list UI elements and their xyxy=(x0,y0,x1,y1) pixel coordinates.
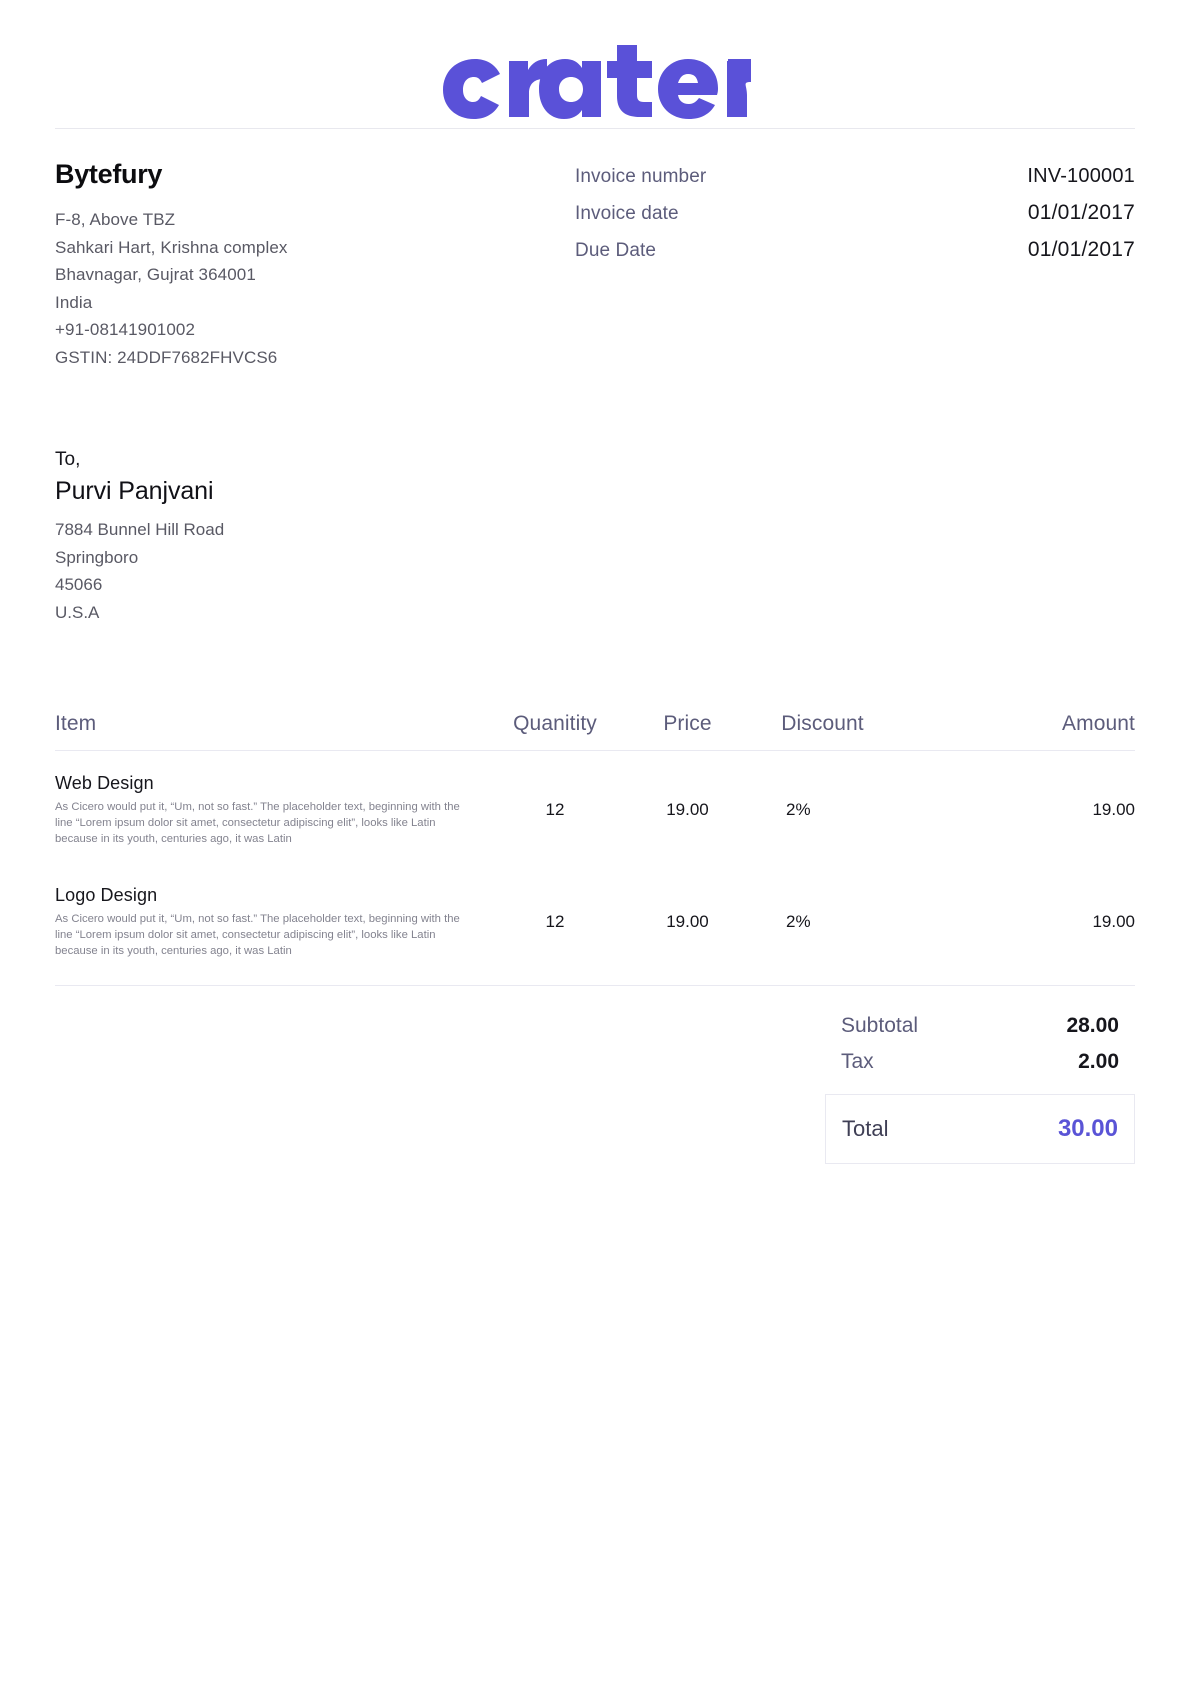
company-address-line: F-8, Above TBZ xyxy=(55,210,176,229)
grand-total-value: 30.00 xyxy=(1057,1115,1118,1142)
bill-to-name: Purvi Panjvani xyxy=(55,477,214,505)
item-discount-value: 2% xyxy=(786,912,811,931)
grand-total-row: Total 30.00 xyxy=(825,1094,1135,1164)
company-block: Bytefury F-8, Above TBZ Sahkari Hart, Kr… xyxy=(55,159,575,371)
header-divider xyxy=(55,128,1135,129)
bill-to-block: To, Purvi Panjvani 7884 Bunnel Hill Road… xyxy=(55,449,1135,626)
brand-logo xyxy=(0,0,1190,120)
subtotal-value: 28.00 xyxy=(1066,1014,1119,1037)
invoice-date-label: Invoice date xyxy=(575,203,679,224)
company-address-line: Bhavnagar, Gujrat 364001 xyxy=(55,265,256,284)
totals-block: Subtotal 28.00 Tax 2.00 Total 30.00 xyxy=(55,1008,1135,1164)
item-discount: 2% xyxy=(750,800,895,820)
tax-label: Tax xyxy=(841,1050,874,1073)
bill-to-address-line: U.S.A xyxy=(55,602,100,622)
column-header-quantity: Quanitity xyxy=(513,712,597,735)
table-row: Web Design As Cicero would put it, “Um, … xyxy=(55,751,1135,867)
due-date-label: Due Date xyxy=(575,240,657,261)
bill-to-label: To, xyxy=(55,449,81,470)
crater-wordmark-icon xyxy=(443,45,751,119)
item-title: Logo Design xyxy=(55,885,158,905)
item-amount: 19.00 xyxy=(1092,912,1135,931)
table-bottom-divider xyxy=(55,985,1135,986)
item-quantity: 12 xyxy=(545,800,565,819)
grand-total-label: Total xyxy=(842,1116,889,1141)
invoice-date-value: 01/01/2017 xyxy=(1027,201,1135,224)
subtotal-label: Subtotal xyxy=(841,1014,919,1037)
company-address-line: India xyxy=(55,292,93,312)
bill-to-address-line: 45066 xyxy=(55,575,103,594)
item-title: Web Design xyxy=(55,773,154,793)
invoice-number-value: INV-100001 xyxy=(1027,165,1135,187)
tax-row: Tax 2.00 xyxy=(825,1044,1135,1080)
column-header-discount: Discount xyxy=(781,712,864,735)
item-discount-value: 2% xyxy=(786,800,811,819)
totals-box: Subtotal 28.00 Tax 2.00 Total 30.00 xyxy=(825,1008,1135,1164)
item-discount: 2% xyxy=(750,912,895,932)
due-date-value: 01/01/2017 xyxy=(1027,238,1135,261)
company-name: Bytefury xyxy=(55,159,163,189)
item-amount: 19.00 xyxy=(1092,800,1135,819)
table-header-row: Item Quanitity Price Discount Amount xyxy=(55,712,1135,751)
item-price: 19.00 xyxy=(666,800,709,819)
bill-to-address-line: Springboro xyxy=(55,547,139,567)
company-phone: +91-08141901002 xyxy=(55,320,195,339)
invoice-number-row: Invoice number INV-100001 xyxy=(575,165,1135,188)
invoice-meta-block: Invoice number INV-100001 Invoice date 0… xyxy=(575,159,1135,275)
invoice-number-label: Invoice number xyxy=(575,166,707,187)
tax-value: 2.00 xyxy=(1078,1050,1119,1073)
item-quantity: 12 xyxy=(545,912,565,931)
column-header-amount: Amount xyxy=(1062,712,1135,735)
item-price: 19.00 xyxy=(666,912,709,931)
column-header-item: Item xyxy=(55,712,97,735)
company-gstin: GSTIN: 24DDF7682FHVCS6 xyxy=(55,347,278,367)
item-cell: Web Design As Cicero would put it, “Um, … xyxy=(55,773,485,847)
subtotal-row: Subtotal 28.00 xyxy=(825,1008,1135,1044)
line-items-table: Item Quanitity Price Discount Amount Web… xyxy=(55,712,1135,986)
invoice-header: Bytefury F-8, Above TBZ Sahkari Hart, Kr… xyxy=(55,159,1135,371)
item-description: As Cicero would put it, “Um, not so fast… xyxy=(55,913,460,957)
item-cell: Logo Design As Cicero would put it, “Um,… xyxy=(55,885,485,959)
company-address-line: Sahkari Hart, Krishna complex xyxy=(55,237,288,257)
invoice-date-row: Invoice date 01/01/2017 xyxy=(575,201,1135,225)
item-description: As Cicero would put it, “Um, not so fast… xyxy=(55,801,460,845)
bill-to-address-line: 7884 Bunnel Hill Road xyxy=(55,520,225,539)
column-header-price: Price xyxy=(663,712,712,735)
table-row: Logo Design As Cicero would put it, “Um,… xyxy=(55,867,1135,979)
due-date-row: Due Date 01/01/2017 xyxy=(575,238,1135,262)
